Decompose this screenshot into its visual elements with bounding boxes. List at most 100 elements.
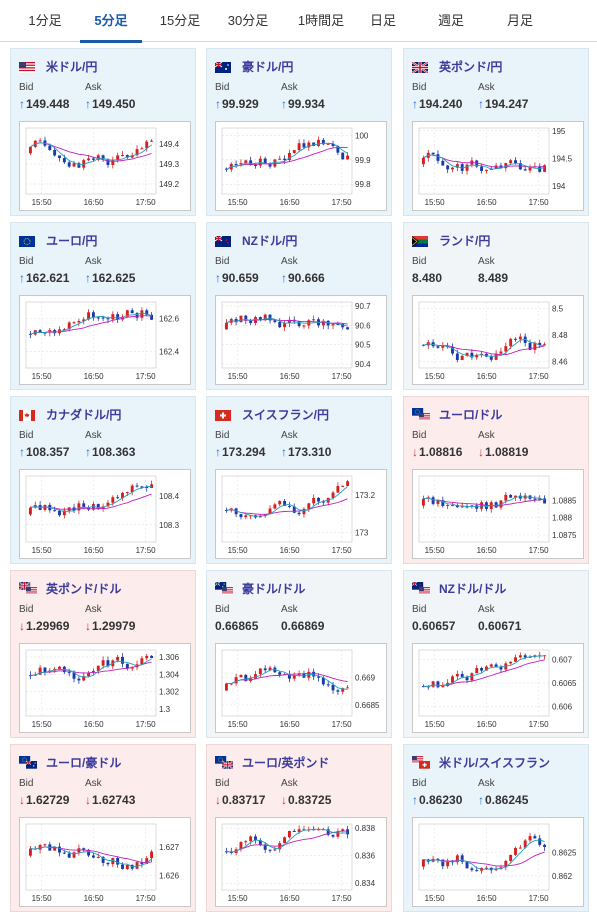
price-chart[interactable]: 8.5 8.48 8.46 15:50 16:50 17:50 [412, 295, 584, 385]
candle-body [523, 169, 527, 171]
pair-name[interactable]: ユーロ/円 [46, 234, 98, 248]
pair-name[interactable]: 米ドル/スイスフラン [439, 756, 550, 770]
candle-body [96, 504, 100, 509]
x-tick-label: 17:50 [529, 372, 550, 381]
ask-value: 99.934 [288, 97, 325, 111]
rate-card[interactable]: ランド/円 Bid Ask 8.480 8.489 8.5 8.48 8.46 15:50 16:… [403, 222, 589, 390]
ask-price: ↑194.247 [478, 97, 528, 111]
pair-name[interactable]: カナダドル/円 [46, 408, 122, 422]
candle-body [145, 310, 149, 315]
pair-name[interactable]: NZドル/円 [242, 234, 298, 248]
pair-name[interactable]: NZドル/ドル [439, 582, 507, 596]
nz-flag-icon [214, 234, 233, 247]
price-chart[interactable]: 0.607 0.6065 0.606 15:50 16:50 17:50 [412, 643, 584, 733]
pair-name[interactable]: ユーロ/ドル [439, 408, 503, 422]
candle-body [28, 848, 32, 856]
price-chart[interactable]: 149.4 149.3 149.2 15:50 16:50 17:50 [19, 121, 191, 211]
pair-name[interactable]: 米ドル/円 [46, 60, 98, 74]
rate-card[interactable]: ユーロ/円 Bid Ask ↑162.621 ↑162.625 162.6 162.4 15:… [10, 222, 196, 390]
pair-name[interactable]: スイスフラン/円 [242, 408, 329, 422]
price-chart[interactable]: 162.6 162.4 15:50 16:50 17:50 [19, 295, 191, 385]
rate-card[interactable]: NZドル/円 Bid Ask ↑90.659 ↑90.666 90.7 90.6 90.5 90… [206, 222, 392, 390]
rate-card[interactable]: NZドル/ドル Bid Ask 0.60657 0.60671 0.607 0.6065 0.… [403, 570, 589, 738]
price-chart[interactable]: 0.669 0.6685 15:50 16:50 17:50 [215, 643, 387, 733]
price-chart[interactable]: 108.4 108.3 15:50 16:50 17:50 [19, 469, 191, 559]
ask-value: 1.62743 [92, 793, 136, 807]
candle-body [96, 856, 100, 858]
price-chart[interactable]: 1.0885 1.088 1.0875 15:50 16:50 17:50 [412, 469, 584, 559]
x-tick-label: 17:50 [136, 372, 157, 381]
pair-name[interactable]: 英ポンド/円 [439, 60, 503, 74]
price-chart[interactable]: 1.306 1.304 1.302 1.3 15:50 16:50 17:50 [19, 643, 191, 733]
tab-6[interactable]: 週足 [437, 13, 464, 28]
bid-label: Bid [412, 778, 427, 789]
down-arrow-icon: ↓ [281, 793, 287, 807]
ask-label: Ask [478, 82, 495, 93]
price-chart[interactable]: 0.8625 0.862 15:50 16:50 17:50 [412, 817, 584, 907]
x-tick-label: 17:50 [136, 546, 157, 555]
pair-name[interactable]: ユーロ/英ポンド [242, 756, 330, 770]
price-chart[interactable]: 195 194.5 194 15:50 16:50 17:50 [412, 121, 584, 211]
rate-card[interactable]: 英ポンド/ドル Bid Ask ↓1.29969 ↓1.29979 1.306 1.304 1… [10, 570, 196, 738]
x-tick-label: 17:50 [529, 546, 550, 555]
candle-body [67, 322, 71, 330]
tab-2[interactable]: 15分足 [159, 13, 201, 28]
candle-body [292, 674, 296, 679]
tab-4[interactable]: 1時間足 [297, 13, 345, 28]
x-tick-label: 17:50 [529, 894, 550, 903]
ask-value: 108.363 [92, 445, 136, 459]
tab-0[interactable]: 1分足 [28, 13, 62, 28]
candle-body [268, 508, 272, 515]
candle-body [239, 842, 243, 850]
pair-name[interactable]: 英ポンド/ドル [46, 582, 122, 596]
price-chart[interactable]: 1.627 1.626 15:50 16:50 17:50 [19, 817, 191, 907]
tab-3[interactable]: 30分足 [227, 13, 269, 28]
down-arrow-icon: ↓ [478, 445, 484, 459]
candle-body [258, 317, 262, 321]
candle-body [543, 498, 547, 504]
y-tick-label: 0.836 [355, 852, 376, 861]
price-chart[interactable]: 0.838 0.836 0.834 15:50 16:50 17:50 [215, 817, 387, 907]
tab-1[interactable]: 5分足 [80, 0, 142, 43]
rate-card[interactable]: カナダドル/円 Bid Ask ↑108.357 ↑108.363 108.4 108.3 1… [10, 396, 196, 564]
ask-value: 149.450 [92, 97, 136, 111]
rate-card[interactable]: ユーロ/英ポンド Bid Ask ↓0.83717 ↓0.83725 0.838 0.836… [206, 744, 392, 912]
pair-name[interactable]: 豪ドル/ドル [242, 582, 306, 596]
y-tick-label: 1.626 [159, 872, 180, 881]
moving-average-short [30, 312, 152, 335]
candle-body [283, 837, 287, 844]
candle-body [121, 864, 124, 870]
rate-card[interactable]: 米ドル/円 Bid Ask ↑149.448 ↑149.450 149.4 149.3 149… [10, 48, 196, 216]
candle-chart-svg: 1.306 1.304 1.302 1.3 15:50 16:50 17:50 [25, 649, 180, 729]
y-tick-label: 0.607 [552, 655, 573, 664]
moving-average-short [30, 485, 152, 513]
tab-7[interactable]: 月足 [506, 13, 533, 28]
rate-card[interactable]: 豪ドル/ドル Bid Ask 0.66865 0.66869 0.669 0.6685 15:… [206, 570, 392, 738]
rate-card[interactable]: 米ドル/スイスフラン Bid Ask ↑0.86230 ↑0.86245 0.8625 0.… [403, 744, 589, 912]
pair-name[interactable]: ユーロ/豪ドル [46, 756, 122, 770]
rate-card[interactable]: ユーロ/ドル Bid Ask ↓1.08816 ↓1.08819 1.0885 1.088 1… [403, 396, 589, 564]
x-tick-label: 15:50 [32, 894, 53, 903]
candle-body [67, 853, 71, 858]
price-chart[interactable]: 100 99.9 99.8 15:50 16:50 17:50 [215, 121, 387, 211]
rate-card[interactable]: スイスフラン/円 Bid Ask ↑173.294 ↑173.310 173.2 173 15… [206, 396, 392, 564]
candle-body [91, 504, 95, 510]
rate-card[interactable]: ユーロ/豪ドル Bid Ask ↓1.62729 ↓1.62743 1.627 1.626 1… [10, 744, 196, 912]
candle-chart-svg: 195 194.5 194 15:50 16:50 17:50 [418, 127, 573, 207]
x-tick-label: 17:50 [332, 372, 353, 381]
pair-name[interactable]: 豪ドル/円 [242, 60, 294, 74]
candle-body [116, 497, 120, 499]
candle-body [336, 145, 340, 153]
price-chart[interactable]: 173.2 173 15:50 16:50 17:50 [215, 469, 387, 559]
pair-name[interactable]: ランド/円 [439, 234, 491, 248]
rate-card[interactable]: 英ポンド/円 Bid Ask ↑194.240 ↑194.247 195 194.5 194 1… [403, 48, 589, 216]
rate-card[interactable]: 豪ドル/円 Bid Ask ↑99.929 ↑99.934 100 99.9 99.8 15:5… [206, 48, 392, 216]
y-tick-label: 90.4 [355, 360, 371, 369]
candle-body [302, 673, 306, 678]
up-arrow-icon: ↑ [281, 97, 287, 111]
plot-frame [221, 823, 353, 891]
plot-frame [418, 823, 550, 891]
candle-body [254, 836, 257, 841]
tab-5[interactable]: 日足 [369, 13, 396, 28]
price-chart[interactable]: 90.7 90.6 90.5 90.4 15:50 16:50 17:50 [215, 295, 387, 385]
